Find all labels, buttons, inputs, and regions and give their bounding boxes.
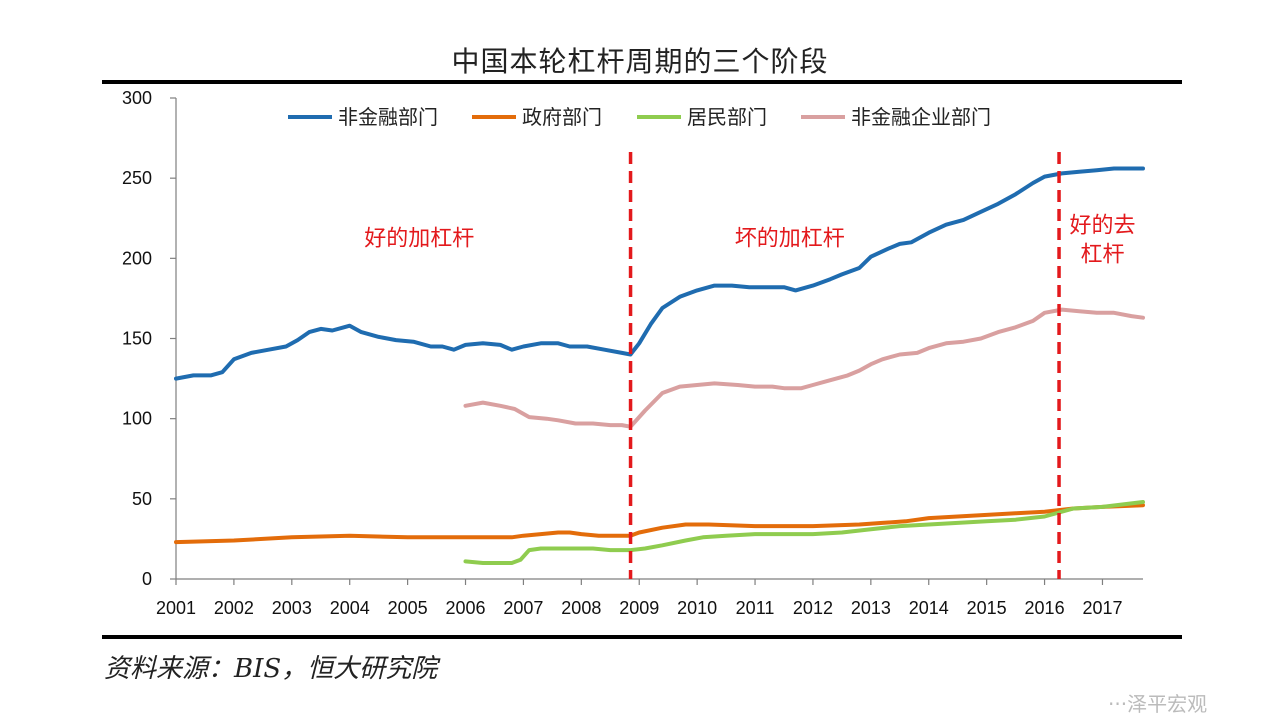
y-tick-label: 250 [122,168,152,188]
legend-item-3: 居民部门 [637,105,767,129]
x-tick-label: 2011 [736,598,775,618]
x-tick-label: 2006 [445,598,485,618]
x-tick-label: 2014 [909,598,949,618]
series-line-2 [174,503,1145,545]
x-tick-label: 2005 [388,598,428,618]
source-note: 资料来源：BIS，恒大研究院 [104,654,438,684]
chart-title: 中国本轮杠杆周期的三个阶段 [451,45,829,78]
annotation-bad-leverage: 坏的加杠杆 [735,227,845,252]
x-tick-label: 2003 [272,598,312,618]
watermark: ···泽平宏观 [1108,692,1208,716]
x-tick-label: 2009 [619,598,659,618]
annotation-good-deleverage-1: 好的去 [1069,214,1135,239]
legend-label: 政府部门 [522,105,602,129]
x-tick-label: 2001 [156,598,196,618]
series-line-3 [463,500,1145,565]
y-tick-label: 0 [142,569,152,589]
x-tick-label: 2016 [1025,598,1065,618]
x-tick-label: 2015 [967,598,1007,618]
x-tick-label: 2008 [561,598,601,618]
y-tick-label: 150 [122,329,152,349]
legend-item-2: 政府部门 [472,105,602,129]
y-tick-label: 100 [122,409,152,429]
x-tick-label: 2010 [677,598,717,618]
legend-item-1: 非金融部门 [288,105,438,129]
y-tick-label: 300 [122,88,152,108]
legend-label: 非金融企业部门 [851,105,991,129]
x-tick-label: 2013 [851,598,891,618]
x-tick-label: 2002 [214,598,254,618]
legend-label: 非金融部门 [338,105,438,129]
y-tick-label: 200 [122,248,152,268]
x-tick-label: 2007 [503,598,543,618]
series-line-4 [463,307,1145,429]
series-line-1 [174,166,1145,381]
y-tick-label: 50 [132,489,152,509]
x-tick-label: 2017 [1082,598,1122,618]
legend-item-4: 非金融企业部门 [801,105,991,129]
annotation-good-leverage: 好的加杠杆 [364,227,474,252]
x-tick-label: 2004 [330,598,370,618]
x-tick-label: 2012 [793,598,833,618]
annotation-good-deleverage-2: 杠杆 [1080,243,1124,268]
legend-label: 居民部门 [687,105,767,129]
